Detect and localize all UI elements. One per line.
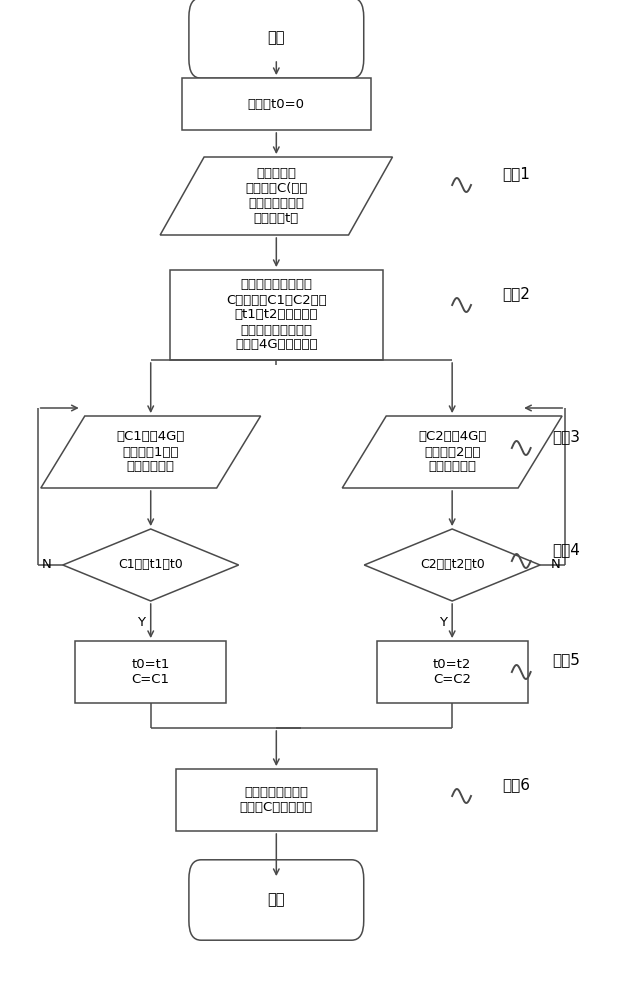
Text: Y: Y — [439, 616, 447, 630]
Text: 结束: 结束 — [268, 892, 285, 908]
Text: 将C1通过4G无
线路由器1传输
给车载工控机: 将C1通过4G无 线路由器1传输 给车载工控机 — [117, 430, 185, 474]
Text: t0=t2
C=C2: t0=t2 C=C2 — [433, 658, 472, 686]
Text: C1中的t1＞t0: C1中的t1＞t0 — [118, 558, 183, 572]
Text: N: N — [42, 558, 52, 572]
Text: 步骤5: 步骤5 — [553, 652, 580, 668]
FancyBboxPatch shape — [189, 0, 364, 78]
Text: N: N — [551, 558, 561, 572]
Text: 初始化t0=0: 初始化t0=0 — [248, 98, 305, 110]
Polygon shape — [160, 157, 392, 235]
Polygon shape — [342, 416, 562, 488]
Text: 将C2通过4G无
线路由器2传输
给车载工控机: 将C2通过4G无 线路由器2传输 给车载工控机 — [418, 430, 486, 474]
Text: Y: Y — [138, 616, 145, 630]
FancyBboxPatch shape — [189, 860, 364, 940]
Text: 车载工控机根据命
令数据C控制车动作: 车载工控机根据命 令数据C控制车动作 — [240, 786, 313, 814]
Text: 开始: 开始 — [268, 30, 285, 45]
Bar — [182, 78, 371, 130]
Bar — [170, 270, 383, 360]
Text: 步骤4: 步骤4 — [553, 542, 580, 558]
Polygon shape — [41, 416, 261, 488]
Text: 步骤6: 步骤6 — [502, 778, 531, 792]
Text: 步骤3: 步骤3 — [553, 430, 581, 444]
Text: 步骤2: 步骤2 — [502, 286, 530, 302]
Text: 远程驾驶舶
发送数据C(包含
车辆控制命令和
当前时间t）: 远程驾驶舶 发送数据C(包含 车辆控制命令和 当前时间t） — [245, 167, 308, 225]
Bar — [377, 641, 528, 703]
Polygon shape — [63, 529, 239, 601]
Bar — [75, 641, 226, 703]
Text: C2中的t2＞t0: C2中的t2＞t0 — [420, 558, 485, 572]
Text: 驾驶控制服务器接收
C，复制为C1、C2（包
含t1、t2），并同时
发送给通过两路不同
网络的4G无线路由器: 驾驶控制服务器接收 C，复制为C1、C2（包 含t1、t2），并同时 发送给通过… — [226, 278, 327, 352]
Text: 步骤1: 步骤1 — [502, 166, 530, 182]
Polygon shape — [364, 529, 540, 601]
Bar — [176, 769, 377, 831]
Text: t0=t1
C=C1: t0=t1 C=C1 — [131, 658, 170, 686]
